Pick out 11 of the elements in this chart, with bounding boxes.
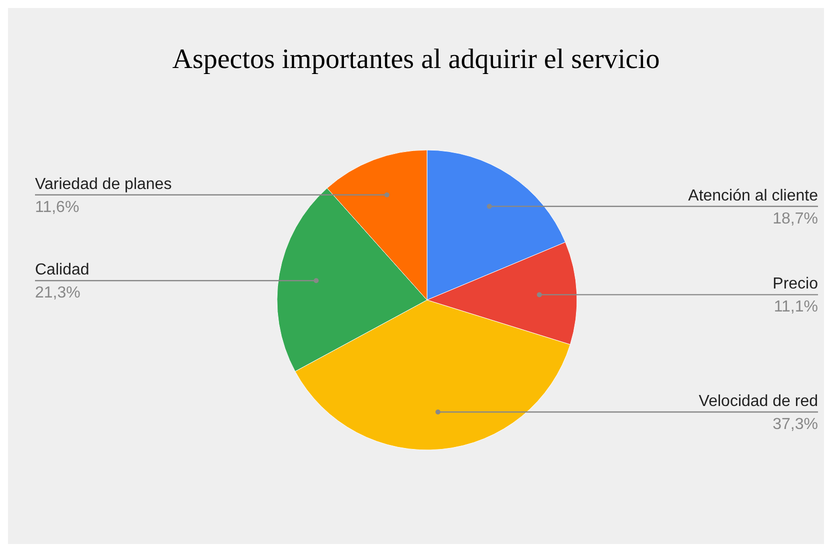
data-label: 18,7% bbox=[772, 210, 818, 228]
slice-label: Calidad bbox=[35, 262, 90, 279]
data-label: 37,3% bbox=[772, 416, 818, 433]
slice-label: Velocidad de red bbox=[698, 392, 818, 410]
data-label: 11,6% bbox=[35, 198, 80, 216]
slice-label: Variedad de planes bbox=[35, 176, 172, 193]
slice-label: Precio bbox=[772, 276, 818, 293]
data-label: 21,3% bbox=[35, 284, 80, 302]
slice-label: Atención al cliente bbox=[688, 187, 818, 204]
chart-title: Aspectos importantes al adquirir el servicio bbox=[172, 44, 660, 75]
data-label: 11,1% bbox=[774, 298, 818, 316]
